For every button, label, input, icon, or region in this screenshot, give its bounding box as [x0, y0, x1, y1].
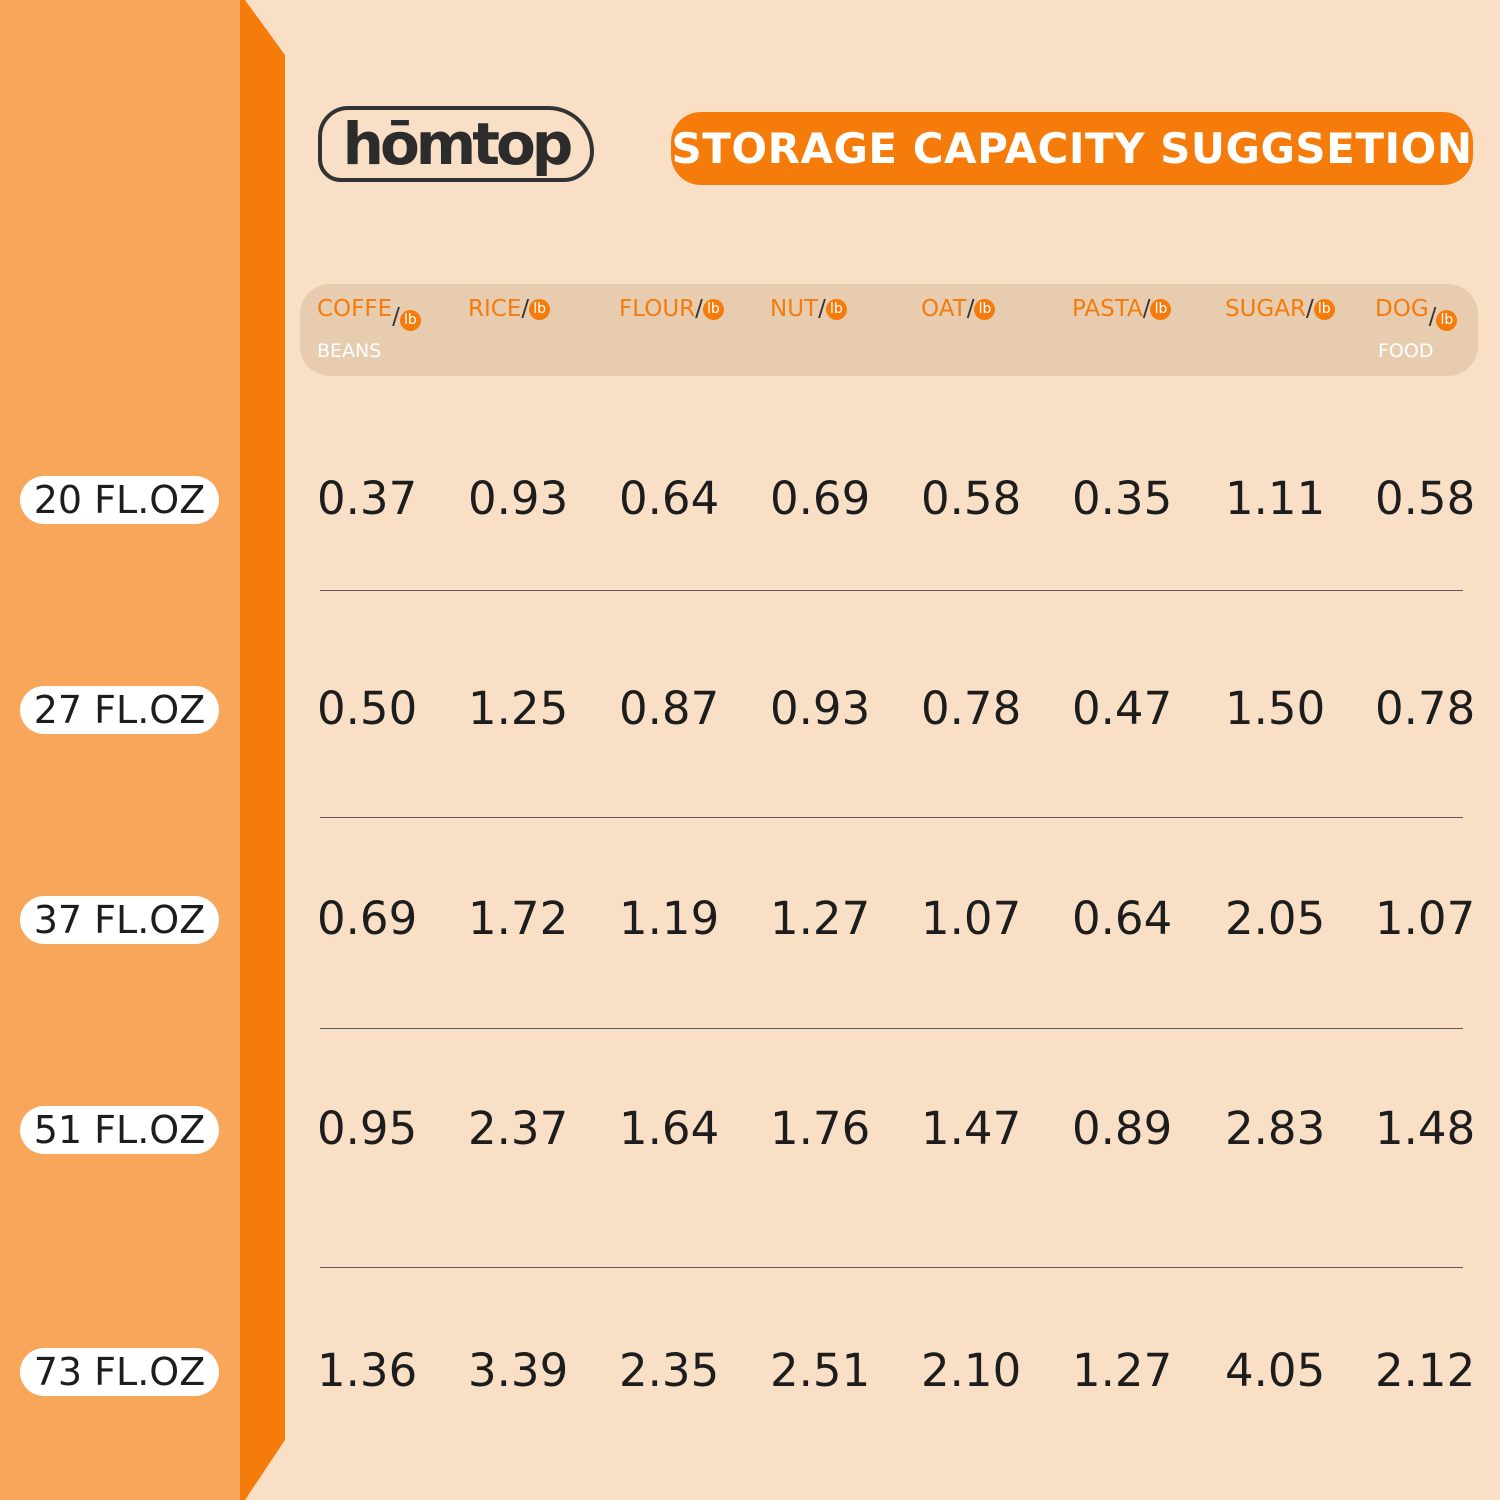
- column-header: PASTA/lb: [1072, 296, 1172, 322]
- slash: /: [521, 296, 530, 322]
- brand-logo: hōmtop: [318, 106, 594, 182]
- column-header: NUT/lb: [770, 296, 847, 322]
- table-cell: 0.87: [619, 682, 720, 735]
- table-cell: 1.72: [468, 892, 569, 945]
- table-cell: 0.58: [921, 472, 1022, 525]
- table-cell: 0.37: [317, 472, 418, 525]
- pound-unit-icon: lb: [974, 299, 996, 320]
- table-cell: 2.37: [468, 1102, 569, 1155]
- column-header: OAT/lb: [921, 296, 996, 322]
- table-cell: 1.64: [619, 1102, 720, 1155]
- page-title: STORAGE CAPACITY SUGGSETION: [671, 112, 1473, 185]
- column-label: COFFE: [317, 296, 393, 322]
- column-label: DOG: [1375, 296, 1429, 322]
- table-cell: 0.35: [1072, 472, 1173, 525]
- table-cell: 1.36: [317, 1344, 418, 1397]
- pound-unit-icon: lb: [399, 310, 421, 331]
- table-cell: 0.78: [921, 682, 1022, 735]
- table-cell: 0.50: [317, 682, 418, 735]
- table-cell: 0.47: [1072, 682, 1173, 735]
- table-cell: 2.12: [1375, 1344, 1476, 1397]
- size-label: 73 FL.OZ: [20, 1348, 219, 1396]
- pound-unit-icon: lb: [529, 299, 551, 320]
- slash: /: [966, 296, 975, 322]
- accent-band: [240, 0, 285, 1500]
- row-divider: [320, 1267, 1463, 1268]
- column-label: SUGAR: [1225, 296, 1306, 322]
- pound-unit-icon: lb: [1436, 310, 1458, 331]
- table-cell: 3.39: [468, 1344, 569, 1397]
- column-label: RICE: [468, 296, 522, 322]
- slash: /: [392, 304, 400, 330]
- table-cell: 1.19: [619, 892, 720, 945]
- table-cell: 1.27: [1072, 1344, 1173, 1397]
- table-cell: 0.69: [317, 892, 418, 945]
- table-cell: 1.27: [770, 892, 871, 945]
- column-header: SUGAR/lb: [1225, 296, 1335, 322]
- column-sublabel: BEANS: [317, 340, 382, 362]
- pound-unit-icon: lb: [1313, 299, 1335, 320]
- table-cell: 2.51: [770, 1344, 871, 1397]
- column-header-bar: [300, 284, 1478, 376]
- table-cell: 0.58: [1375, 472, 1476, 525]
- size-label: 27 FL.OZ: [20, 686, 219, 734]
- slash: /: [1142, 296, 1151, 322]
- pound-unit-icon: lb: [1150, 299, 1172, 320]
- size-label: 37 FL.OZ: [20, 896, 219, 944]
- row-divider: [320, 590, 1463, 591]
- slash: /: [1428, 304, 1437, 330]
- column-header: COFFE/lb: [317, 296, 421, 331]
- table-cell: 2.05: [1225, 892, 1326, 945]
- pound-unit-icon: lb: [825, 299, 847, 320]
- table-cell: 1.50: [1225, 682, 1326, 735]
- row-divider: [320, 817, 1463, 818]
- table-cell: 1.07: [1375, 892, 1476, 945]
- column-sublabel: FOOD: [1378, 340, 1434, 362]
- table-cell: 1.48: [1375, 1102, 1476, 1155]
- column-label: OAT: [921, 296, 967, 322]
- table-cell: 1.07: [921, 892, 1022, 945]
- table-cell: 0.64: [619, 472, 720, 525]
- table-cell: 2.35: [619, 1344, 720, 1397]
- table-cell: 2.10: [921, 1344, 1022, 1397]
- column-header: RICE/lb: [468, 296, 551, 322]
- slash: /: [1305, 296, 1314, 322]
- row-divider: [320, 1028, 1463, 1029]
- logo-text: hōmtop: [342, 110, 574, 178]
- table-cell: 0.78: [1375, 682, 1476, 735]
- table-cell: 1.47: [921, 1102, 1022, 1155]
- column-label: PASTA: [1072, 296, 1143, 322]
- table-cell: 0.93: [468, 472, 569, 525]
- column-header: DOG/lb: [1375, 296, 1458, 331]
- table-cell: 0.64: [1072, 892, 1173, 945]
- left-panel: [0, 0, 240, 1500]
- pound-unit-icon: lb: [702, 299, 724, 320]
- column-label: NUT: [770, 296, 819, 322]
- table-cell: 1.11: [1225, 472, 1326, 525]
- table-cell: 1.25: [468, 682, 569, 735]
- table-cell: 0.69: [770, 472, 871, 525]
- table-cell: 0.93: [770, 682, 871, 735]
- column-header: FLOUR/lb: [619, 296, 724, 322]
- size-label: 51 FL.OZ: [20, 1106, 219, 1154]
- column-label: FLOUR: [619, 296, 696, 322]
- table-cell: 4.05: [1225, 1344, 1326, 1397]
- table-cell: 2.83: [1225, 1102, 1326, 1155]
- table-cell: 0.89: [1072, 1102, 1173, 1155]
- table-cell: 1.76: [770, 1102, 871, 1155]
- size-label: 20 FL.OZ: [20, 476, 219, 524]
- slash: /: [695, 296, 703, 322]
- table-cell: 0.95: [317, 1102, 418, 1155]
- slash: /: [818, 296, 826, 322]
